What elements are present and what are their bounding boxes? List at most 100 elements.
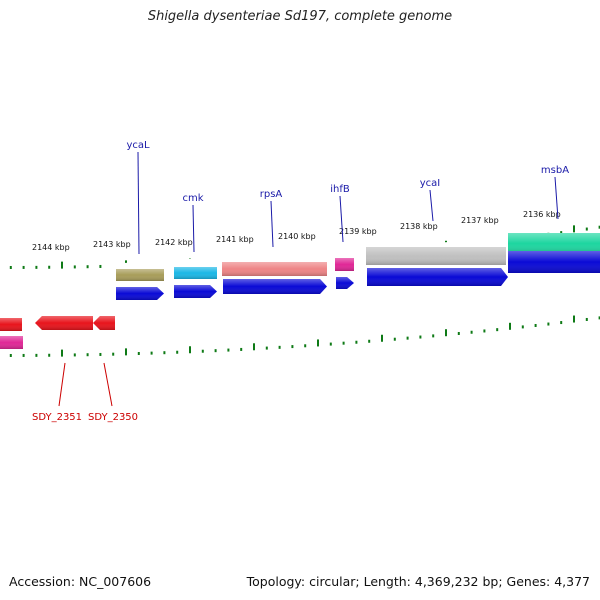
scale-tick [163, 351, 166, 355]
gene-label-rpsA: rpsA [260, 189, 283, 200]
scale-tick [73, 353, 76, 357]
cds-msbA-shade [508, 251, 600, 273]
scale-tick [509, 322, 511, 330]
gene-rpsA-shade [222, 262, 327, 276]
gene-ycaI-shade [366, 247, 506, 265]
scale-tick [573, 315, 575, 323]
scale-tick [393, 337, 396, 341]
gene-label-SDY_2350: SDY_2350 [88, 412, 138, 423]
scale-tick [86, 265, 89, 269]
scale-tick [253, 343, 255, 351]
scale-tick [99, 264, 102, 268]
scale-tick [86, 353, 89, 357]
leader-ycaL [137, 151, 140, 255]
scale-label: 2143 kbp [93, 240, 131, 249]
scale-tick [521, 325, 524, 329]
scale-tick [419, 335, 422, 339]
scale-tick [457, 331, 460, 335]
scale-tick [35, 353, 38, 357]
scale-tick [176, 350, 179, 354]
scale-tick [48, 353, 51, 357]
scale-tick [240, 347, 243, 351]
scale-tick [560, 321, 563, 325]
gene-left-magenta-shade [0, 336, 23, 349]
gene-cmk-shade [174, 267, 217, 279]
scale-tick [214, 349, 217, 353]
scale-tick [35, 265, 38, 269]
leader-SDY_2351 [58, 362, 66, 407]
scale-tick [112, 352, 115, 356]
scale-tick [9, 353, 12, 357]
cds-ihfB-shade [336, 277, 354, 289]
gene-ycaL-shade [116, 269, 164, 281]
scale-tick [61, 349, 63, 357]
reverse-scale-ticks [9, 315, 600, 357]
scale-tick [496, 328, 499, 332]
scale-tick [201, 349, 204, 353]
scale-tick [227, 348, 230, 352]
scale-tick [573, 225, 575, 233]
scale-label: 2142 kbp [155, 238, 193, 247]
scale-tick [534, 323, 537, 327]
scale-label: 2136 kbp [523, 210, 561, 219]
gene-label-msbA: msbA [541, 165, 569, 176]
scale-tick [483, 329, 486, 333]
gene-msbA-shade [508, 233, 600, 254]
features [0, 232, 600, 349]
gene-label-SDY_2351: SDY_2351 [32, 412, 82, 423]
scale-label: 2137 kbp [461, 216, 499, 225]
gene-label-cmk: cmk [182, 193, 203, 204]
gene-ihfB-shade [335, 258, 354, 271]
leader-rpsA [270, 200, 274, 248]
scale-tick [329, 342, 332, 346]
scale-tick [22, 353, 25, 357]
scale-tick [278, 345, 281, 349]
scale-tick [598, 225, 600, 229]
scale-tick [560, 231, 563, 235]
scale-tick [445, 329, 447, 337]
scale-tick [99, 352, 102, 356]
cds-ycaL-shade [116, 287, 164, 300]
scale-tick [125, 348, 127, 356]
gene-labels: ycaL cmk rpsA ihfB ycaI msbA SDY_2351 SDY_2350 [32, 140, 569, 423]
scale-tick [73, 265, 76, 269]
scale-tick [381, 334, 383, 342]
scale-label: 2138 kbp [400, 222, 438, 231]
leader-SDY_2350 [103, 362, 113, 407]
scale-tick [22, 265, 25, 269]
scale-tick [432, 334, 435, 338]
map-title: Shigella dysenteriae Sd197, complete gen… [147, 9, 453, 24]
leader-cmk [192, 204, 195, 253]
gene-SDY_2351-shade [35, 316, 93, 330]
gene-SDY_2350-shade [93, 316, 115, 330]
cds-rpsA-shade [223, 279, 327, 294]
scale-tick [547, 322, 550, 326]
scale-tick [189, 346, 191, 354]
cds-ycaI-shade [367, 268, 508, 286]
accession-text: Accession: NC_007606 [9, 574, 152, 589]
gene-label-ihfB: ihfB [330, 184, 350, 195]
scale-label: 2139 kbp [339, 227, 377, 236]
scale-tick [265, 346, 268, 350]
scale-tick [598, 316, 600, 320]
scale-tick [304, 344, 307, 348]
leader-ycaI [429, 189, 434, 222]
scale-tick [368, 339, 371, 343]
scale-tick [585, 317, 588, 321]
scale-tick [470, 330, 473, 334]
scale-tick [355, 340, 358, 344]
scale-tick [150, 351, 153, 355]
gene-label-ycaL: ycaL [126, 140, 150, 151]
scale-tick [585, 227, 588, 231]
topology-text: Topology: circular; Length: 4,369,232 bp… [246, 574, 590, 589]
scale-tick [48, 265, 51, 269]
gene-label-ycaI: ycaI [420, 178, 441, 189]
scale-label: 2144 kbp [32, 243, 70, 252]
scale-labels: 2144 kbp 2143 kbp 2142 kbp 2141 kbp 2140 kbp… [32, 210, 561, 252]
scale-tick [317, 339, 319, 347]
scale-tick [291, 345, 294, 349]
scale-label: 2140 kbp [278, 232, 316, 241]
scale-tick [61, 261, 63, 269]
scale-tick [137, 352, 140, 356]
